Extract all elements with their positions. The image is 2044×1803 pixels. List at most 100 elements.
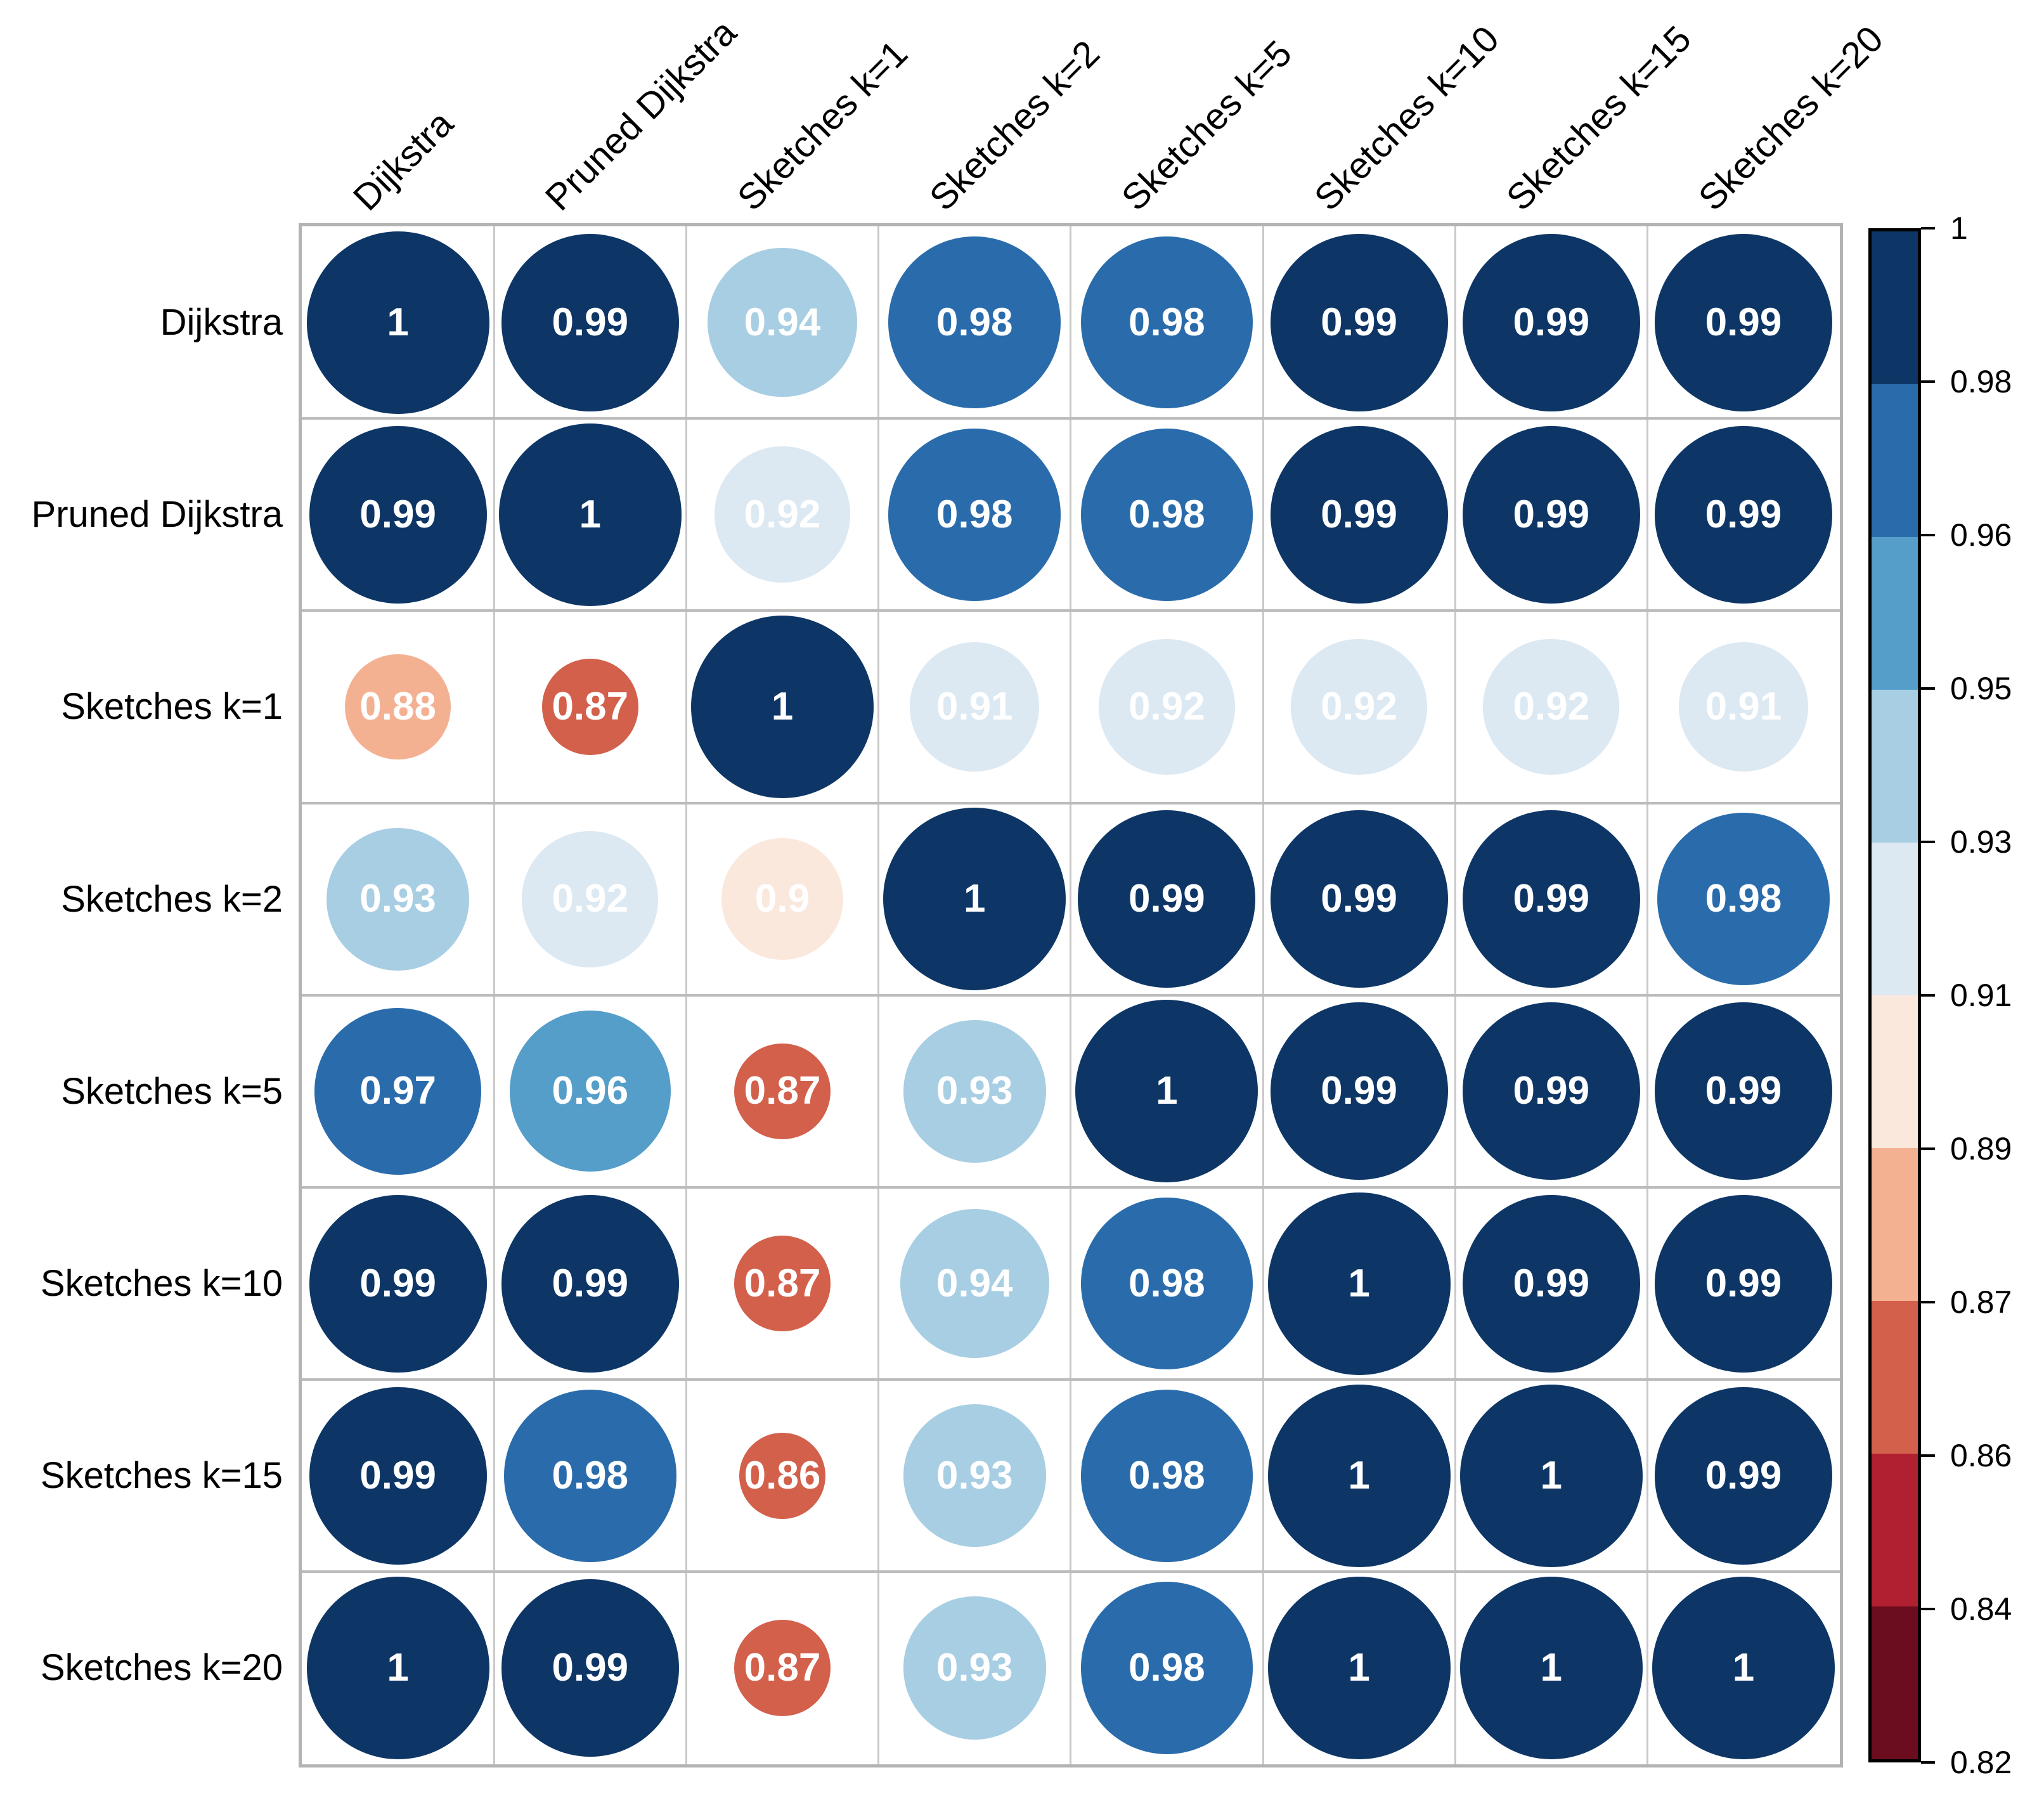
matrix-cell-circle: 0.91 — [910, 642, 1040, 772]
matrix-cell-circle: 0.92 — [1291, 638, 1427, 775]
matrix-cell-value: 0.99 — [552, 300, 629, 344]
matrix-cell-value: 0.99 — [1705, 1261, 1782, 1305]
matrix-cell-value: 1 — [1348, 1261, 1370, 1305]
matrix-cell-value: 1 — [1540, 1646, 1563, 1690]
matrix-cell-value: 0.87 — [744, 1645, 821, 1690]
matrix-cell-value: 0.87 — [744, 1069, 821, 1113]
row-label: Sketches k=15 — [40, 1455, 283, 1497]
colorbar-segment — [1872, 1606, 1918, 1759]
matrix-cell-circle: 0.92 — [1483, 638, 1620, 775]
colorbar-segment — [1872, 1148, 1918, 1301]
matrix-cell-circle: 0.94 — [708, 248, 857, 397]
matrix-cell-circle: 0.99 — [1462, 233, 1640, 411]
gridline-horizontal — [302, 1570, 1840, 1574]
matrix-cell-circle: 0.99 — [1270, 810, 1448, 988]
matrix-cell-circle: 0.98 — [1080, 1390, 1253, 1562]
matrix-cell-circle: 0.99 — [1270, 233, 1448, 411]
matrix-cell-circle: 1 — [306, 231, 489, 414]
matrix-cell-value: 0.87 — [744, 1261, 821, 1305]
matrix-cell-circle: 0.99 — [1655, 425, 1832, 604]
matrix-cell-circle: 0.94 — [900, 1209, 1049, 1359]
matrix-cell-value: 1 — [1540, 1453, 1563, 1497]
col-label: Sketches k=20 — [1690, 18, 1891, 219]
row-label: Sketches k=5 — [61, 1070, 283, 1112]
matrix-cell-value: 0.94 — [744, 300, 821, 344]
colorbar-tick-label: 0.96 — [1950, 517, 2012, 553]
matrix-cell-circle: 0.99 — [1655, 1386, 1832, 1565]
matrix-cell-value: 0.86 — [744, 1453, 821, 1497]
gridline-horizontal — [302, 609, 1840, 612]
matrix-cell-value: 0.99 — [1513, 877, 1590, 921]
matrix-cell-circle: 0.99 — [1270, 1002, 1448, 1180]
matrix-cell-value: 0.99 — [359, 1261, 436, 1305]
matrix-cell-value: 0.93 — [936, 1645, 1013, 1690]
matrix-cell-value: 0.93 — [359, 877, 436, 921]
matrix-cell-circle: 0.93 — [903, 1404, 1046, 1548]
matrix-cell-circle: 0.99 — [1462, 1002, 1640, 1180]
matrix-cell-value: 1 — [1156, 1069, 1178, 1113]
matrix-cell-circle: 0.98 — [1657, 813, 1830, 985]
matrix-cell-value: 1 — [579, 492, 602, 536]
row-label: Sketches k=1 — [61, 686, 283, 728]
col-label: Pruned Dijkstra — [537, 11, 744, 219]
matrix-cell-circle: 0.99 — [1655, 1194, 1832, 1373]
colorbar-tick — [1921, 841, 1935, 843]
colorbar — [1868, 228, 1921, 1762]
gridline-horizontal — [302, 1186, 1840, 1189]
matrix-cell-value: 0.99 — [359, 492, 436, 536]
colorbar-segment — [1872, 690, 1918, 843]
matrix-cell-value: 0.99 — [1321, 300, 1397, 344]
colorbar-tick-label: 0.86 — [1950, 1438, 2012, 1473]
matrix-cell-circle: 1 — [1267, 1192, 1451, 1375]
colorbar-tick — [1921, 687, 1935, 690]
gridline-horizontal — [302, 801, 1840, 805]
colorbar-tick-label: 0.89 — [1950, 1131, 2012, 1166]
matrix-cell-circle: 0.98 — [504, 1390, 676, 1562]
matrix-cell-circle: 0.93 — [903, 1596, 1046, 1740]
gridline-horizontal — [302, 993, 1840, 997]
matrix-cell-circle: 0.99 — [1462, 810, 1640, 988]
matrix-cell-circle: 0.91 — [1679, 642, 1808, 772]
matrix-cell-circle: 0.98 — [1080, 1197, 1253, 1370]
matrix-cell-circle: 1 — [883, 808, 1066, 991]
row-label: Pruned Dijkstra — [31, 494, 283, 536]
colorbar-tick — [1921, 380, 1935, 383]
matrix-cell-circle: 0.99 — [309, 1194, 487, 1373]
matrix-cell-circle: 1 — [306, 1577, 489, 1759]
matrix-cell-circle: 0.98 — [888, 429, 1061, 601]
colorbar-tick — [1921, 1761, 1935, 1764]
matrix-cell-value: 0.92 — [744, 492, 821, 536]
matrix-cell-value: 1 — [387, 1646, 409, 1690]
matrix-cell-value: 0.93 — [936, 1069, 1013, 1113]
matrix-cell-value: 0.99 — [1513, 300, 1590, 344]
colorbar-tick-label: 0.87 — [1950, 1284, 2012, 1320]
matrix-cell-value: 1 — [1348, 1453, 1370, 1497]
matrix-cell-circle: 1 — [1267, 1384, 1451, 1567]
matrix-cell-circle: 0.86 — [739, 1432, 825, 1519]
colorbar-tick — [1921, 1454, 1935, 1457]
matrix-cell-circle: 1 — [1459, 1384, 1643, 1567]
col-label: Sketches k=10 — [1306, 18, 1507, 219]
row-label: Sketches k=2 — [61, 878, 283, 920]
matrix-cell-circle: 0.92 — [1099, 638, 1235, 775]
matrix-cell-value: 0.98 — [936, 300, 1013, 344]
colorbar-segment — [1872, 843, 1918, 995]
matrix-cell-circle: 1 — [1459, 1577, 1643, 1759]
matrix-cell-value: 0.93 — [936, 1453, 1013, 1497]
colorbar-tick-label: 0.95 — [1950, 671, 2012, 706]
row-label: Sketches k=20 — [40, 1647, 283, 1689]
col-label: Sketches k=15 — [1498, 18, 1699, 219]
matrix-cell-value: 0.99 — [552, 1261, 629, 1305]
matrix-cell-value: 0.98 — [1129, 300, 1205, 344]
matrix-cell-circle: 0.87 — [541, 659, 638, 755]
matrix-cell-circle: 0.99 — [501, 1194, 679, 1373]
matrix-cell-circle: 0.98 — [1080, 1582, 1253, 1754]
colorbar-tick — [1921, 534, 1935, 536]
matrix-cell-value: 0.98 — [1129, 1645, 1205, 1690]
matrix-cell-value: 0.94 — [936, 1261, 1013, 1305]
matrix-cell-value: 0.99 — [1705, 492, 1782, 536]
colorbar-tick — [1921, 1301, 1935, 1303]
matrix-cell-circle: 0.92 — [714, 446, 851, 583]
matrix-cell-value: 0.98 — [1129, 492, 1205, 536]
